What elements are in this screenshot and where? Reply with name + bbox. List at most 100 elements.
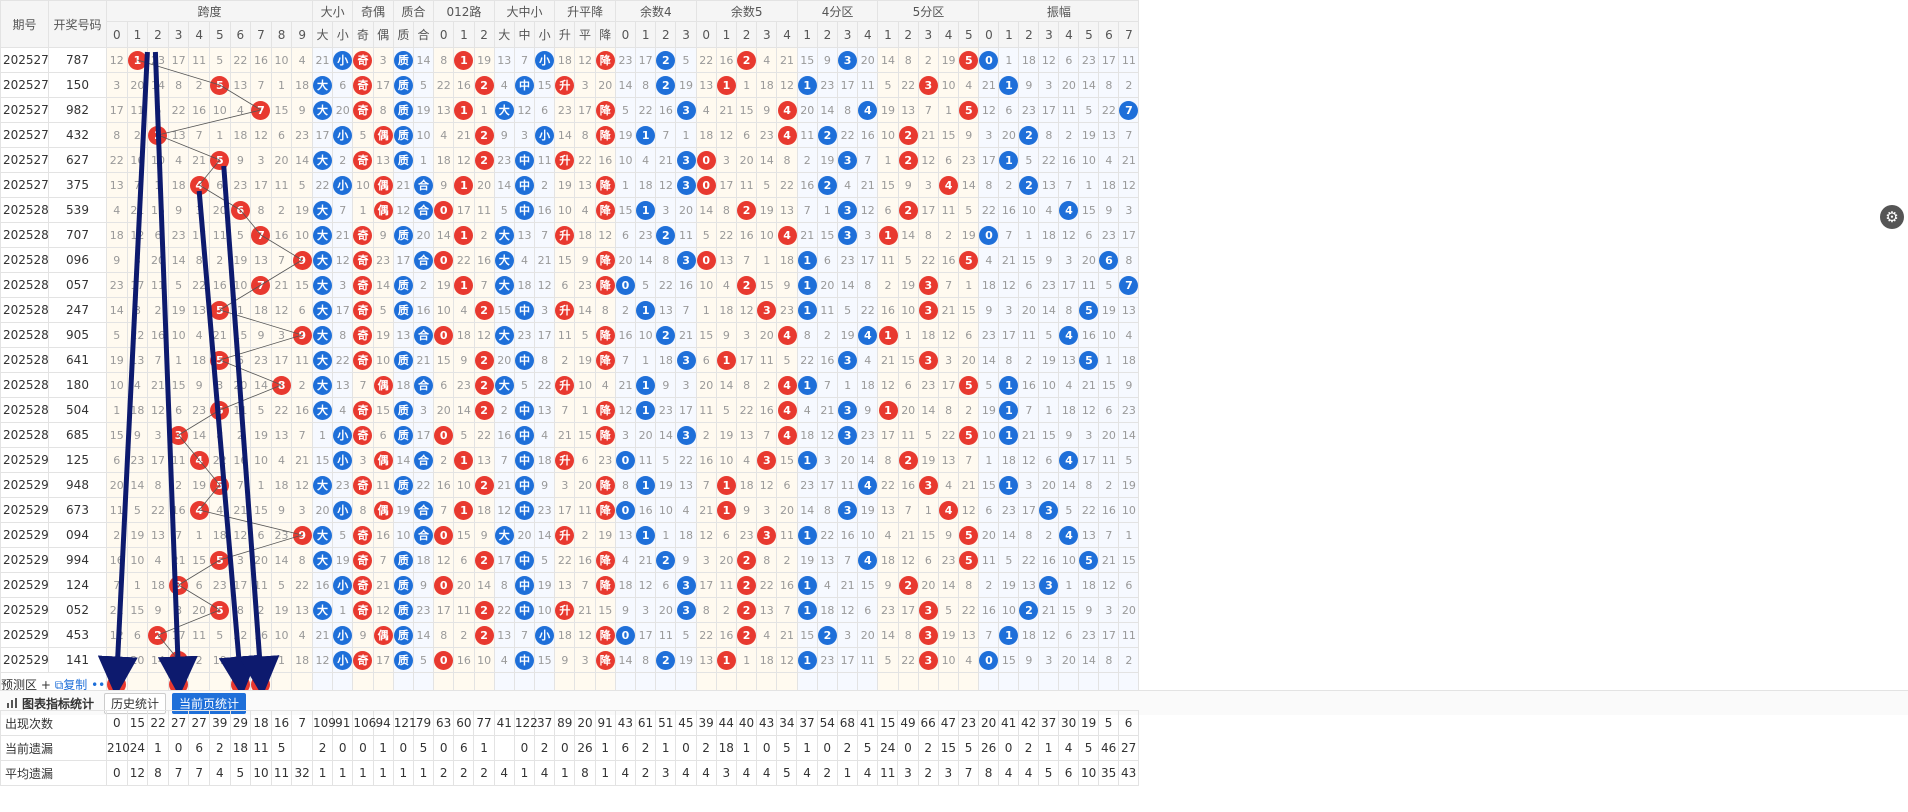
cell-11-7: 17 [1118, 222, 1140, 248]
cell-11-4: 2 [1058, 122, 1080, 148]
cell-2-0: 奇 [352, 272, 374, 298]
cell-8-1: 9 [715, 322, 738, 348]
ball-11: 0 [979, 225, 998, 245]
cell-1-0: 大 [311, 97, 334, 123]
cell-10-4: 23 [958, 147, 980, 173]
cell-5-2: 23 [534, 497, 556, 523]
cell-4-2: 9 [473, 522, 495, 548]
span-ball: 5 [210, 600, 230, 620]
table-row: 2025283057231711522161072115大3奇14质21917大… [0, 272, 1140, 298]
cell-10-0: 19 [877, 97, 899, 123]
cell-11-5: 22 [1078, 497, 1100, 523]
cell-11-5: 5 [1078, 547, 1100, 573]
cell-9-1: 16 [816, 347, 839, 373]
cell-7-2: 9 [655, 372, 677, 398]
ball-10: 3 [919, 475, 938, 495]
cell-10-4: 19 [958, 222, 980, 248]
cell-11-5: 12 [1078, 397, 1100, 423]
cell-0-1: 1 [126, 47, 149, 73]
cell-11-0: 15 [978, 472, 1000, 498]
table-row: 202528209693201482191379大12奇2317合02216大4… [0, 247, 1140, 273]
stats-value: 2 [917, 760, 939, 786]
cell-5-1: 中 [513, 497, 536, 523]
cell-3-1: 19 [412, 97, 435, 123]
cell-11-5: 11 [1078, 272, 1100, 298]
cell-6-1: 21 [574, 597, 596, 623]
copy-button[interactable]: ⧉复制 ••• [50, 677, 107, 692]
cell-6-0: 升 [554, 297, 576, 323]
ball-4: 1 [454, 450, 473, 470]
cell-11-4: 9 [1058, 422, 1080, 448]
history-stats-button[interactable]: 历史统计 [104, 692, 167, 714]
cell-0-1: 1 [126, 572, 149, 598]
cell-10-1: 10 [897, 297, 919, 323]
ball-8: 1 [717, 650, 736, 670]
cell-11-6: 19 [1098, 297, 1120, 323]
cell-0-4: 8 [188, 247, 210, 273]
ball-8: 4 [777, 375, 797, 395]
cell-5-0: 20 [493, 347, 515, 373]
stats-value: 2 [695, 735, 717, 761]
cell-10-2: 3 [917, 622, 939, 648]
ball-2: 奇 [353, 425, 373, 445]
cell-8-3: 7 [756, 422, 778, 448]
cell-7-3: 20 [675, 197, 697, 223]
ball-11: 1 [999, 475, 1018, 495]
ball-5: 中 [515, 425, 534, 445]
table-row: 20252901256231711422161042115小3偶14合21137… [0, 447, 1140, 473]
cell-10-3: 22 [937, 422, 960, 448]
ball-4: 1 [454, 500, 473, 520]
cell-3-0: 质 [392, 47, 414, 73]
settings-gear-icon[interactable]: ⚙ [1880, 205, 1904, 229]
cell-11-1: 6 [998, 97, 1020, 123]
ball-1: 大 [313, 275, 332, 295]
cell-7-3: 13 [675, 472, 697, 498]
cell-6-1: 14 [574, 297, 596, 323]
cell-10-4: 4 [958, 647, 980, 673]
stats-value: 1 [594, 760, 616, 786]
table-row: 20252949941610421155320148大19奇7质18126217… [0, 547, 1140, 573]
ball-7: 0 [616, 450, 635, 470]
cell-0-4: 1 [188, 522, 210, 548]
cell-7-2: 6 [655, 572, 677, 598]
cell-9-1: 22 [816, 522, 839, 548]
cell-9-0: 1 [796, 447, 818, 473]
cell-2-1: 12 [372, 597, 394, 623]
col-header-0-6: 6 [229, 21, 252, 48]
cell-5-1: 中 [513, 72, 536, 98]
ball-7: 3 [676, 425, 696, 445]
cell-11-0: 6 [978, 497, 1000, 523]
col-header-10-3: 4 [937, 21, 960, 48]
cell-8-1: 16 [715, 47, 738, 73]
cell-7-2: 13 [655, 297, 677, 323]
cell-9-0: 1 [796, 572, 818, 598]
ball-8: 2 [737, 50, 756, 70]
cell-0-1: 14 [126, 472, 149, 498]
cell-10-1: 2 [897, 122, 919, 148]
ball-2: 奇 [353, 250, 373, 270]
cell-11-2: 20 [1018, 297, 1040, 323]
cell-11-1: 1 [998, 147, 1020, 173]
cell-0-7: 7 [250, 272, 272, 298]
ball-5: 中 [515, 600, 534, 620]
ball-7: 1 [636, 200, 655, 220]
stats-value: 10 [1078, 760, 1100, 786]
cell-0-5: 16 [208, 272, 231, 298]
cell-3-0: 质 [392, 122, 414, 148]
cell-0-8: 19 [270, 597, 293, 623]
draw-number-cell: 124 [48, 572, 107, 598]
cell-11-1: 1 [998, 372, 1020, 398]
ball-7: 2 [656, 75, 675, 95]
cell-11-1: 1 [998, 72, 1020, 98]
cell-5-0: 大 [493, 322, 515, 348]
cell-11-6: 16 [1098, 497, 1120, 523]
cell-4-0: 19 [433, 272, 455, 298]
current-page-stats-button[interactable]: 当前页统计 [172, 692, 247, 714]
cell-7-0: 7 [614, 347, 637, 373]
cell-11-3: 23 [1038, 272, 1060, 298]
cell-11-5: 9 [1078, 597, 1100, 623]
ball-10: 3 [919, 650, 938, 670]
cell-4-1: 15 [453, 522, 475, 548]
cell-5-2: 12 [534, 272, 556, 298]
cell-2-0: 10 [352, 172, 374, 198]
